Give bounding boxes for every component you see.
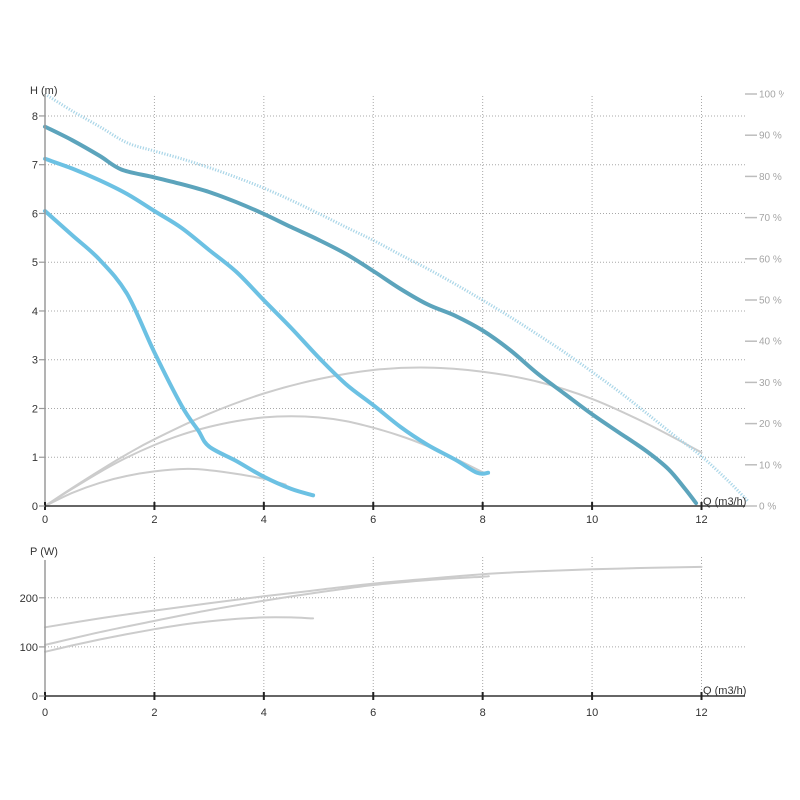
y-axis-title: P (W) — [30, 546, 58, 558]
head-series-5-line — [43, 156, 491, 476]
x-tick-label: 8 — [480, 514, 486, 526]
x-tick-label: 12 — [695, 514, 707, 526]
head-series — [43, 92, 750, 507]
y-tick-label: 100 — [20, 642, 38, 654]
y-tick-label: 2 — [32, 403, 38, 415]
power-grid — [45, 557, 745, 696]
head-series-6-line — [43, 209, 316, 498]
y-tick-label: 6 — [32, 208, 38, 220]
x-tick-label: 8 — [480, 707, 486, 719]
y2-tick-label: 50 % — [759, 296, 782, 307]
y2-tick-label: 80 % — [759, 172, 782, 183]
x-tick-label: 2 — [151, 514, 157, 526]
x-tick-label: 6 — [370, 514, 376, 526]
y-tick-label: 200 — [20, 593, 38, 605]
y2-tick-label: 100 % — [759, 90, 787, 101]
head-series-1-line — [44, 415, 484, 507]
x-tick-label: 10 — [586, 707, 598, 719]
y2-tick-label: 30 % — [759, 378, 782, 389]
y-tick-label: 3 — [32, 355, 38, 367]
power-series — [44, 565, 703, 653]
head-series-3-line — [44, 92, 750, 503]
y2-tick-label: 20 % — [759, 419, 782, 430]
x-tick-label: 10 — [586, 514, 598, 526]
y-tick-label: 0 — [32, 691, 38, 703]
x-axis-title: Q (m3/h) — [703, 496, 746, 508]
y2-tick-label: 60 % — [759, 254, 782, 265]
x-tick-label: 12 — [695, 707, 707, 719]
x-tick-label: 0 — [42, 514, 48, 526]
y2-tick-label: 40 % — [759, 337, 782, 348]
y-tick-label: 0 — [32, 501, 38, 513]
power-series-0-line — [44, 565, 703, 629]
y-tick-label: 7 — [32, 160, 38, 172]
y-axis-title: H (m) — [30, 85, 58, 97]
power-chart: 0 2 4 6 8 10 12 0 100 200 P (W) Q (m3/h) — [20, 546, 747, 719]
y2-tick-label: 0 % — [759, 502, 776, 513]
x-tick-label: 6 — [370, 707, 376, 719]
y2-tick-label: 10 % — [759, 460, 782, 471]
y-tick-label: 4 — [32, 306, 38, 318]
x-axis-title: Q (m3/h) — [703, 685, 746, 697]
y-tick-label: 5 — [32, 257, 38, 269]
y2-tick-label: 70 % — [759, 213, 782, 224]
x-tick-label: 4 — [261, 514, 267, 526]
x-tick-label: 0 — [42, 707, 48, 719]
y2-tick-label: 90 % — [759, 131, 782, 142]
y-tick-label: 1 — [32, 452, 38, 464]
head-series-4-line — [43, 124, 698, 506]
x-tick-label: 2 — [151, 707, 157, 719]
y-tick-label: 8 — [32, 111, 38, 123]
power-series-2-line — [44, 616, 315, 653]
head-series-0-line — [44, 467, 287, 507]
x-tick-label: 4 — [261, 707, 267, 719]
head-series-2-line — [44, 366, 703, 507]
power-series-1-line — [44, 575, 490, 646]
head-right-axis: 0 % 10 % 20 % 30 % 40 % 50 % 60 % 70 % 80 % 90 % 1… — [745, 90, 787, 513]
